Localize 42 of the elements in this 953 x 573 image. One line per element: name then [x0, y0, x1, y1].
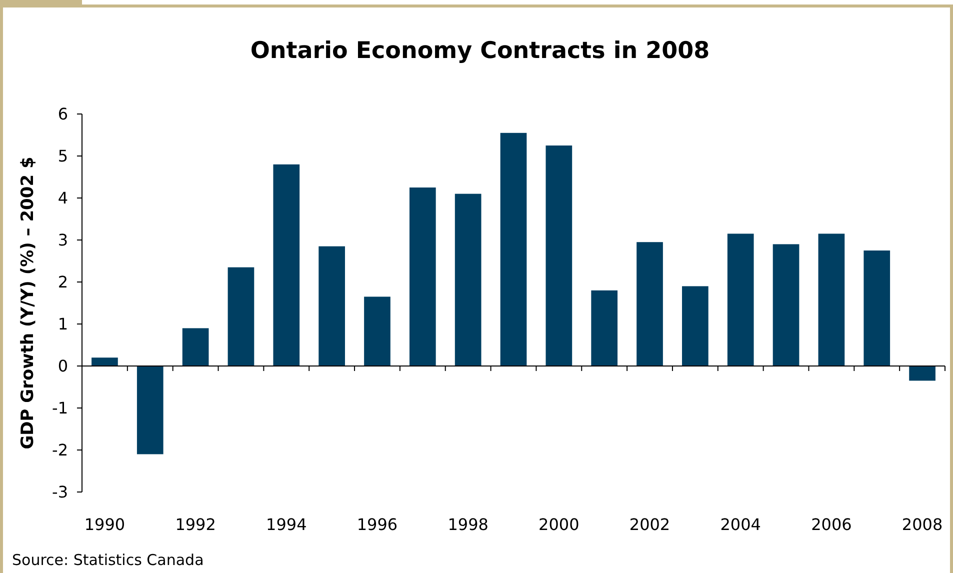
y-tick-label: 3 [58, 230, 68, 250]
bar [228, 267, 254, 366]
bar [318, 246, 345, 366]
y-tick-label: -2 [52, 440, 68, 460]
bar [500, 132, 527, 366]
x-tick-label: 1994 [266, 515, 307, 534]
x-tick-label: 1996 [356, 515, 398, 534]
y-tick-label: -1 [52, 398, 68, 418]
y-tick-label: 1 [58, 314, 68, 334]
y-tick-label: 0 [58, 356, 68, 376]
bar [772, 244, 800, 366]
x-tick-label: 1998 [448, 515, 488, 534]
bar [182, 328, 209, 366]
x-tick-label: 2008 [902, 515, 943, 534]
x-tick-label: 1990 [84, 515, 126, 534]
x-tick-label: 2006 [811, 515, 852, 534]
chart-title: Ontario Economy Contracts in 2008 [250, 38, 710, 64]
bar [909, 366, 936, 381]
bar [92, 358, 118, 366]
bar [364, 296, 390, 366]
x-tick-label: 2000 [538, 515, 580, 534]
bar [636, 242, 663, 366]
source-note: Source: Statistics Canada [12, 551, 204, 569]
bar [454, 194, 482, 366]
y-tick-label: -3 [52, 482, 68, 502]
y-tick-label: 5 [58, 146, 68, 166]
x-tick-label: 2002 [629, 515, 670, 534]
bar [591, 290, 618, 366]
y-tick-label: 4 [58, 188, 68, 208]
y-axis-title: GDP Growth (Y/Y) (%) – 2002 $ [18, 156, 38, 450]
bar [818, 234, 845, 366]
x-tick-label: 1992 [175, 515, 216, 534]
bar [864, 250, 890, 366]
bar [727, 234, 754, 366]
y-tick-label: 2 [58, 272, 68, 292]
bar [546, 146, 572, 366]
bar [682, 286, 708, 366]
x-tick-label: 2004 [720, 515, 761, 534]
y-tick-label: 6 [58, 104, 68, 124]
bar [136, 366, 164, 454]
bar [409, 188, 436, 366]
bar [273, 164, 300, 366]
